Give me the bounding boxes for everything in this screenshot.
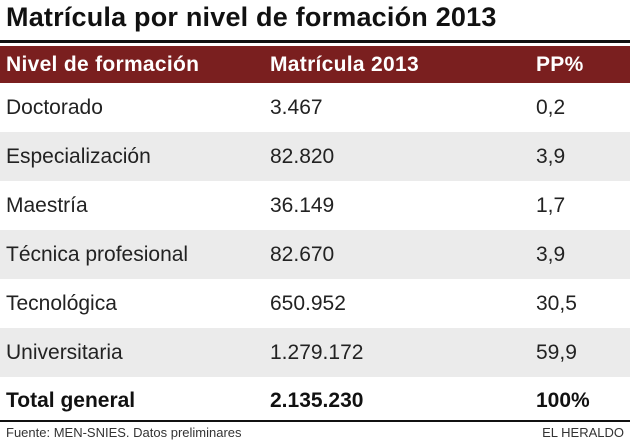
cell-matricula: 82.670 — [270, 230, 536, 279]
cell-pp: 59,9 — [536, 328, 630, 377]
table-row: Universitaria 1.279.172 59,9 — [0, 328, 630, 377]
cell-matricula: 3.467 — [270, 83, 536, 132]
cell-matricula: 1.279.172 — [270, 328, 536, 377]
cell-matricula: 82.820 — [270, 132, 536, 181]
cell-nivel: Especialización — [0, 132, 270, 181]
publisher-credit: EL HERALDO — [542, 425, 624, 440]
table-header-row: Nivel de formación Matrícula 2013 PP% — [0, 46, 630, 83]
cell-pp: 1,7 — [536, 181, 630, 230]
cell-matricula: 36.149 — [270, 181, 536, 230]
cell-pp: 3,9 — [536, 230, 630, 279]
table-row: Doctorado 3.467 0,2 — [0, 83, 630, 132]
cell-total-matricula: 2.135.230 — [270, 377, 536, 425]
column-header-pp: PP% — [536, 46, 630, 83]
cell-total-pp: 100% — [536, 377, 630, 425]
chart-title: Matrícula por nivel de formación 2013 — [6, 2, 497, 32]
cell-total-nivel: Total general — [0, 377, 270, 425]
table-row: Técnica profesional 82.670 3,9 — [0, 230, 630, 279]
title-rule — [0, 40, 630, 43]
column-header-matricula: Matrícula 2013 — [270, 46, 536, 83]
cell-nivel: Técnica profesional — [0, 230, 270, 279]
table-row: Especialización 82.820 3,9 — [0, 132, 630, 181]
cell-nivel: Universitaria — [0, 328, 270, 377]
cell-nivel: Doctorado — [0, 83, 270, 132]
cell-pp: 3,9 — [536, 132, 630, 181]
cell-pp: 0,2 — [536, 83, 630, 132]
enrollment-table: Nivel de formación Matrícula 2013 PP% Do… — [0, 46, 630, 425]
table-row: Maestría 36.149 1,7 — [0, 181, 630, 230]
footer-rule — [0, 420, 630, 422]
cell-pp: 30,5 — [536, 279, 630, 328]
column-header-nivel: Nivel de formación — [0, 46, 270, 83]
table-total-row: Total general 2.135.230 100% — [0, 377, 630, 425]
cell-nivel: Tecnológica — [0, 279, 270, 328]
cell-nivel: Maestría — [0, 181, 270, 230]
cell-matricula: 650.952 — [270, 279, 536, 328]
source-note: Fuente: MEN-SNIES. Datos preliminares — [6, 425, 242, 440]
table-row: Tecnológica 650.952 30,5 — [0, 279, 630, 328]
